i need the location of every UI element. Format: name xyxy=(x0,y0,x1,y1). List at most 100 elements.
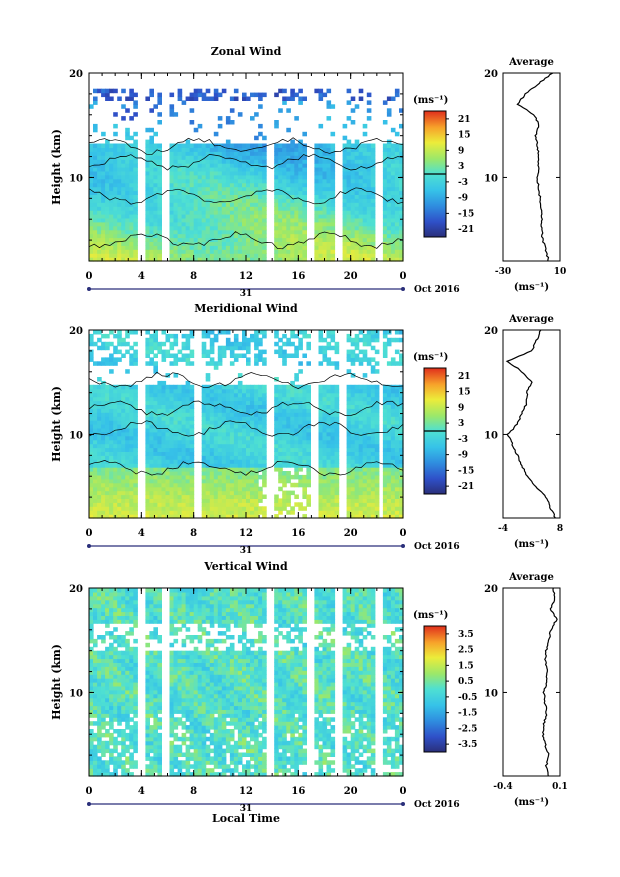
heatmap-cell xyxy=(182,234,187,239)
heatmap-cell xyxy=(226,245,231,250)
heatmap-cell xyxy=(198,245,203,250)
heatmap-cell xyxy=(149,249,154,254)
heatmap-cell xyxy=(274,440,279,445)
heatmap-cell xyxy=(157,506,162,511)
heatmap-cell xyxy=(367,206,372,211)
heatmap-cell xyxy=(387,214,392,219)
heatmap-cell xyxy=(210,249,215,254)
heatmap-cell xyxy=(258,506,263,511)
heatmap-cell xyxy=(190,144,195,149)
heatmap-cell xyxy=(133,191,138,196)
heatmap-cell xyxy=(206,218,211,223)
heatmap-cell xyxy=(129,179,134,184)
x-tick-label: 12 xyxy=(239,271,253,282)
heatmap-cell xyxy=(391,495,396,500)
heatmap-cell xyxy=(367,361,372,366)
heatmap-cell xyxy=(202,510,207,515)
heatmap-cell xyxy=(323,198,328,203)
heatmap-cell xyxy=(202,214,207,219)
heatmap-cell xyxy=(238,502,243,507)
heatmap-cell xyxy=(129,412,134,417)
heatmap-cell xyxy=(290,506,295,511)
heatmap-cell xyxy=(323,241,328,246)
heatmap-cell xyxy=(383,210,388,215)
heatmap-cell xyxy=(347,249,352,254)
heatmap-cell xyxy=(129,502,134,507)
heatmap-cell xyxy=(347,89,352,94)
heatmap-cell xyxy=(335,342,340,347)
heatmap-cell xyxy=(306,475,311,480)
heatmap-cell xyxy=(387,147,392,152)
heatmap-cell xyxy=(226,194,231,199)
heatmap-cell xyxy=(174,479,179,484)
heatmap-cell xyxy=(343,238,348,243)
heatmap-cell xyxy=(198,155,203,160)
heatmap-cell xyxy=(298,444,303,449)
heatmap-cell xyxy=(234,226,239,231)
heatmap-cell xyxy=(186,357,191,362)
heatmap-cell xyxy=(250,495,255,500)
heatmap-cell xyxy=(109,159,114,164)
heatmap-cell xyxy=(375,412,380,417)
heatmap-cell xyxy=(278,238,283,243)
heatmap-cell xyxy=(234,436,239,441)
heatmap-cell xyxy=(153,245,158,250)
heatmap-cell xyxy=(383,459,388,464)
heatmap-cell xyxy=(347,350,352,355)
heatmap-cell xyxy=(371,214,376,219)
heatmap-cell xyxy=(182,253,187,258)
heatmap-cell xyxy=(319,428,324,433)
heatmap-cell xyxy=(278,451,283,456)
heatmap-cell xyxy=(145,179,150,184)
heatmap-cell xyxy=(202,245,207,250)
heatmap-cell xyxy=(351,226,356,231)
heatmap-cell xyxy=(282,463,287,468)
heatmap-cell xyxy=(153,214,158,219)
heatmap-cell xyxy=(117,342,122,347)
heatmap-cell xyxy=(198,187,203,192)
heatmap-cell xyxy=(230,350,235,355)
heatmap-cell xyxy=(210,97,215,102)
heatmap-cell xyxy=(113,455,118,460)
heatmap-cell xyxy=(218,436,223,441)
heatmap-cell xyxy=(359,510,364,515)
heatmap-cell xyxy=(117,179,122,184)
heatmap-cell xyxy=(113,397,118,402)
heatmap-cell xyxy=(214,444,219,449)
heatmap-cell xyxy=(226,393,231,398)
heatmap-cell xyxy=(109,175,114,180)
heatmap-cell xyxy=(89,159,94,164)
heatmap-cell xyxy=(294,455,299,460)
heatmap-cell xyxy=(254,171,259,176)
heatmap-cell xyxy=(335,361,340,366)
heatmap-cell xyxy=(367,179,372,184)
heatmap-cell xyxy=(121,432,126,437)
heatmap-cell xyxy=(121,230,126,235)
heatmap-cell xyxy=(262,361,267,366)
heatmap-cell xyxy=(391,163,396,168)
heatmap-cell xyxy=(298,416,303,421)
heatmap-cell xyxy=(170,218,175,223)
heatmap-cell xyxy=(298,369,303,374)
heatmap-cell xyxy=(194,151,199,156)
heatmap-cell xyxy=(105,249,110,254)
heatmap-cell xyxy=(93,479,98,484)
heatmap-cell xyxy=(174,357,179,362)
heatmap-cell xyxy=(178,451,183,456)
heatmap-cell xyxy=(198,226,203,231)
heatmap-cell xyxy=(202,183,207,188)
heatmap-cell xyxy=(286,163,291,168)
heatmap-cell xyxy=(371,479,376,484)
heatmap-cell xyxy=(238,175,243,180)
heatmap-cell xyxy=(109,194,114,199)
heatmap-cell xyxy=(327,210,332,215)
heatmap-cell xyxy=(250,455,255,460)
heatmap-cell xyxy=(149,393,154,398)
heatmap-cell xyxy=(306,393,311,398)
heatmap-cell xyxy=(198,163,203,168)
heatmap-cell xyxy=(210,455,215,460)
heatmap-cell xyxy=(206,222,211,227)
heatmap-cell xyxy=(226,463,231,468)
heatmap-cell xyxy=(298,436,303,441)
heatmap-cell xyxy=(157,491,162,496)
